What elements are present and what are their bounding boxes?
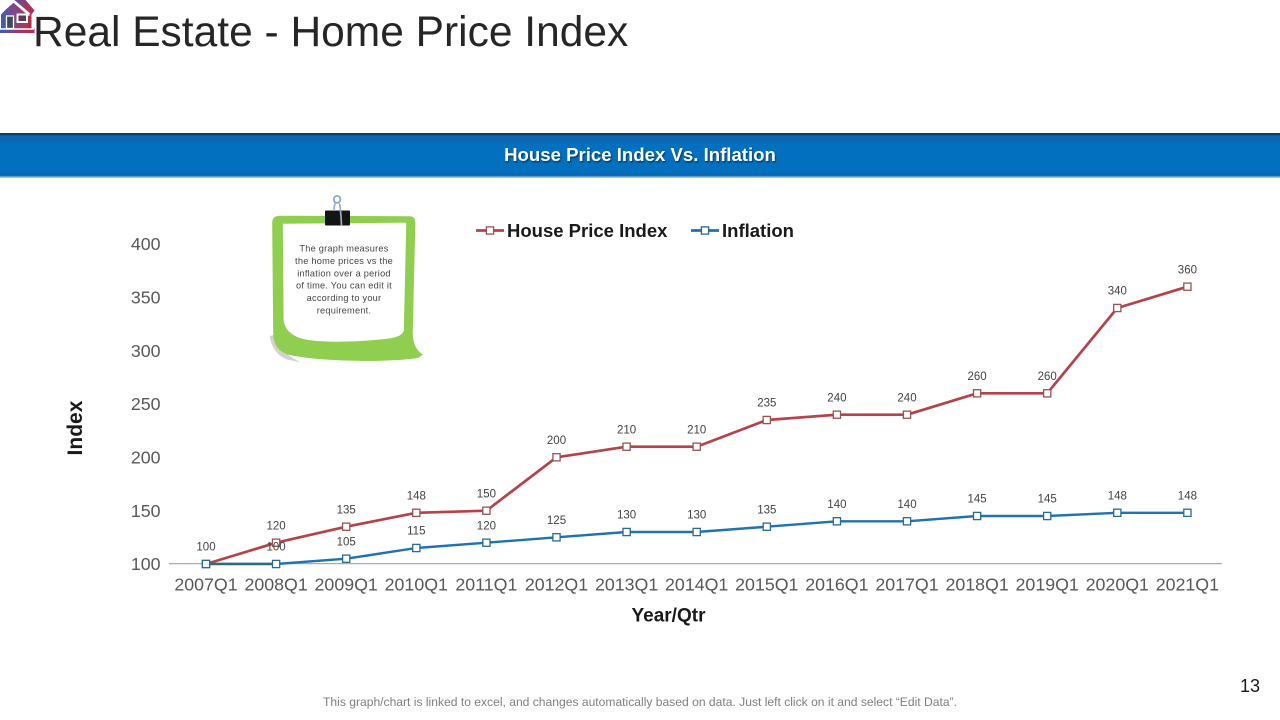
svg-text:148: 148 — [1178, 490, 1197, 502]
svg-text:Year/Qtr: Year/Qtr — [632, 606, 707, 627]
svg-text:2018Q1: 2018Q1 — [945, 575, 1008, 595]
svg-text:125: 125 — [547, 515, 566, 527]
svg-text:135: 135 — [337, 504, 356, 516]
svg-text:2021Q1: 2021Q1 — [1156, 575, 1219, 595]
svg-text:2012Q1: 2012Q1 — [525, 575, 588, 595]
svg-text:2014Q1: 2014Q1 — [665, 575, 728, 595]
svg-text:200: 200 — [547, 435, 566, 447]
svg-text:150: 150 — [131, 501, 161, 521]
svg-text:240: 240 — [897, 392, 916, 404]
svg-text:2008Q1: 2008Q1 — [244, 575, 307, 595]
svg-text:2009Q1: 2009Q1 — [315, 575, 378, 595]
svg-text:240: 240 — [827, 392, 846, 404]
svg-text:360: 360 — [1178, 264, 1197, 276]
svg-text:2019Q1: 2019Q1 — [1016, 575, 1079, 595]
svg-text:130: 130 — [617, 510, 636, 522]
svg-text:260: 260 — [1038, 371, 1057, 383]
svg-text:Inflation: Inflation — [722, 220, 794, 241]
svg-text:150: 150 — [477, 488, 496, 500]
svg-text:350: 350 — [131, 288, 161, 308]
svg-text:2011Q1: 2011Q1 — [455, 575, 517, 595]
svg-text:2013Q1: 2013Q1 — [595, 575, 658, 595]
svg-text:The graph measures: The graph measures — [299, 244, 388, 254]
svg-text:2016Q1: 2016Q1 — [805, 575, 868, 595]
svg-text:2015Q1: 2015Q1 — [735, 575, 798, 595]
svg-text:200: 200 — [131, 448, 161, 468]
svg-text:2017Q1: 2017Q1 — [875, 575, 938, 595]
svg-text:House Price Index: House Price Index — [507, 220, 668, 241]
svg-text:120: 120 — [267, 520, 286, 532]
svg-text:2010Q1: 2010Q1 — [385, 575, 448, 595]
svg-text:100: 100 — [267, 542, 286, 554]
svg-text:260: 260 — [968, 371, 987, 383]
svg-text:300: 300 — [131, 341, 161, 361]
svg-text:140: 140 — [897, 499, 916, 511]
svg-text:inflation over a period: inflation over a period — [297, 268, 391, 278]
svg-text:requirement.: requirement. — [317, 306, 372, 316]
svg-text:210: 210 — [617, 424, 636, 436]
svg-text:145: 145 — [968, 494, 987, 506]
svg-text:140: 140 — [827, 499, 846, 511]
svg-text:100: 100 — [131, 554, 161, 574]
svg-text:130: 130 — [687, 510, 706, 522]
svg-text:148: 148 — [1108, 490, 1127, 502]
svg-text:400: 400 — [131, 234, 161, 254]
svg-text:210: 210 — [687, 424, 706, 436]
svg-text:2007Q1: 2007Q1 — [174, 575, 237, 595]
svg-text:148: 148 — [407, 490, 426, 502]
svg-text:135: 135 — [757, 504, 776, 516]
svg-text:250: 250 — [131, 394, 161, 414]
svg-text:105: 105 — [337, 536, 356, 548]
svg-text:2020Q1: 2020Q1 — [1086, 575, 1149, 595]
svg-text:145: 145 — [1038, 494, 1057, 506]
svg-text:100: 100 — [196, 542, 215, 554]
svg-text:the home prices vs the: the home prices vs the — [295, 256, 393, 266]
svg-text:Index: Index — [64, 400, 87, 455]
svg-text:according to your: according to your — [307, 293, 382, 303]
svg-text:235: 235 — [757, 398, 776, 410]
svg-text:120: 120 — [477, 520, 496, 532]
svg-text:of time. You can edit it: of time. You can edit it — [296, 281, 392, 291]
svg-text:340: 340 — [1108, 286, 1127, 298]
svg-text:115: 115 — [407, 526, 425, 538]
